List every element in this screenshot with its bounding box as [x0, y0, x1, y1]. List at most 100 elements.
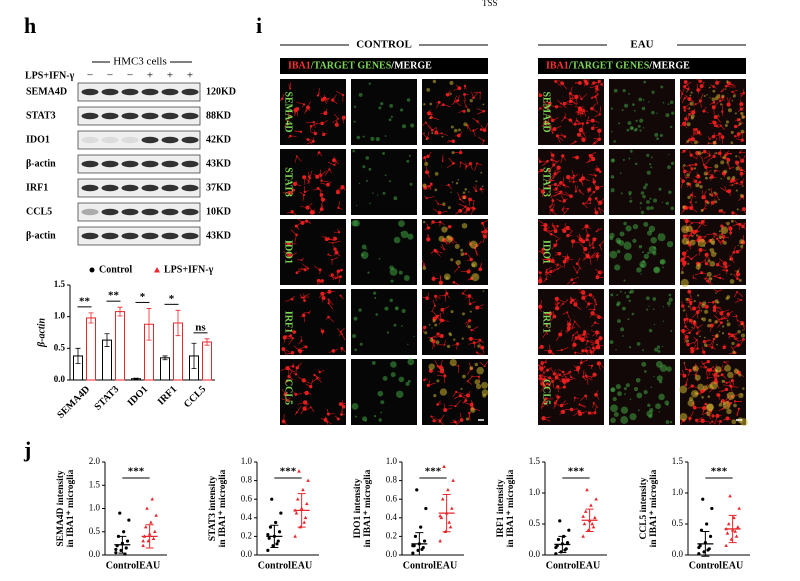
- signal: [622, 306, 626, 311]
- signal: [669, 100, 674, 105]
- process: [688, 231, 694, 238]
- process: [571, 335, 574, 341]
- signal: [442, 202, 446, 206]
- process: [683, 338, 689, 345]
- signal: [710, 251, 717, 257]
- x-tick-label: Control: [403, 560, 436, 571]
- signal: [623, 221, 627, 226]
- process: [717, 322, 722, 328]
- point: [438, 513, 442, 518]
- process: [732, 89, 738, 93]
- cell: [303, 268, 307, 272]
- process: [707, 280, 710, 285]
- process: [598, 344, 605, 347]
- signal: [646, 200, 650, 204]
- signal: [709, 248, 711, 251]
- process: [685, 368, 691, 372]
- process: [472, 200, 475, 209]
- process: [441, 133, 448, 136]
- process: [442, 309, 445, 315]
- process: [583, 293, 591, 299]
- blot-band: [101, 136, 119, 144]
- signal: [356, 135, 361, 140]
- process: [588, 191, 595, 198]
- significance-label: **: [108, 290, 120, 302]
- process: [428, 380, 431, 386]
- process: [570, 119, 575, 126]
- signal: [425, 138, 428, 141]
- process: [743, 208, 747, 214]
- size-label: 88KD: [206, 110, 231, 121]
- micrograph-bg: [609, 79, 675, 145]
- process: [723, 344, 726, 348]
- process: [564, 194, 572, 197]
- process: [731, 258, 735, 264]
- process: [545, 230, 552, 235]
- process: [421, 122, 427, 126]
- point: [725, 531, 730, 535]
- process: [691, 194, 697, 198]
- process: [306, 406, 311, 411]
- process: [588, 174, 596, 176]
- micrograph: [280, 359, 347, 426]
- process: [684, 107, 691, 111]
- process: [447, 139, 454, 142]
- signal: [697, 174, 700, 177]
- process: [298, 340, 302, 345]
- process: [430, 112, 433, 118]
- process: [324, 236, 329, 240]
- point: [583, 509, 588, 513]
- process: [586, 376, 593, 381]
- signal: [620, 416, 629, 424]
- process: [456, 391, 464, 395]
- process: [333, 113, 339, 119]
- process: [461, 206, 466, 210]
- process: [476, 241, 483, 246]
- process: [333, 156, 336, 161]
- process: [291, 211, 297, 216]
- signal: [665, 113, 670, 118]
- process: [336, 271, 339, 280]
- micrograph: [679, 78, 747, 145]
- header-text: IBA1/TARGET GENES/MERGE: [546, 61, 690, 72]
- signal: [629, 126, 634, 131]
- signal: [636, 267, 642, 273]
- y-tick-label: 0.0: [386, 549, 398, 559]
- process: [289, 82, 292, 89]
- process: [594, 344, 599, 349]
- cell: [581, 295, 586, 300]
- blot-band: [141, 160, 159, 168]
- process: [742, 169, 746, 173]
- process: [551, 245, 556, 250]
- process: [725, 152, 732, 154]
- process: [293, 391, 297, 395]
- process: [297, 402, 306, 405]
- signal: [365, 248, 368, 251]
- process: [466, 259, 472, 262]
- process: [559, 411, 564, 415]
- process: [537, 270, 541, 274]
- process: [559, 193, 563, 195]
- significance-label: ***: [128, 466, 145, 478]
- bar: [115, 311, 125, 381]
- process: [328, 303, 334, 310]
- signal: [377, 390, 384, 397]
- process: [574, 352, 577, 356]
- process: [305, 402, 309, 405]
- point: [697, 545, 701, 550]
- process: [561, 400, 567, 406]
- process: [540, 108, 544, 110]
- process: [693, 306, 700, 309]
- process: [432, 341, 434, 350]
- process: [481, 347, 485, 354]
- process: [484, 236, 488, 239]
- process: [556, 377, 561, 381]
- y-tick-label: 0.8: [386, 475, 398, 485]
- process: [579, 411, 585, 414]
- process: [459, 148, 461, 153]
- process: [598, 363, 605, 368]
- signal: [714, 320, 718, 324]
- process: [333, 252, 337, 256]
- process: [684, 170, 691, 173]
- process: [689, 184, 692, 189]
